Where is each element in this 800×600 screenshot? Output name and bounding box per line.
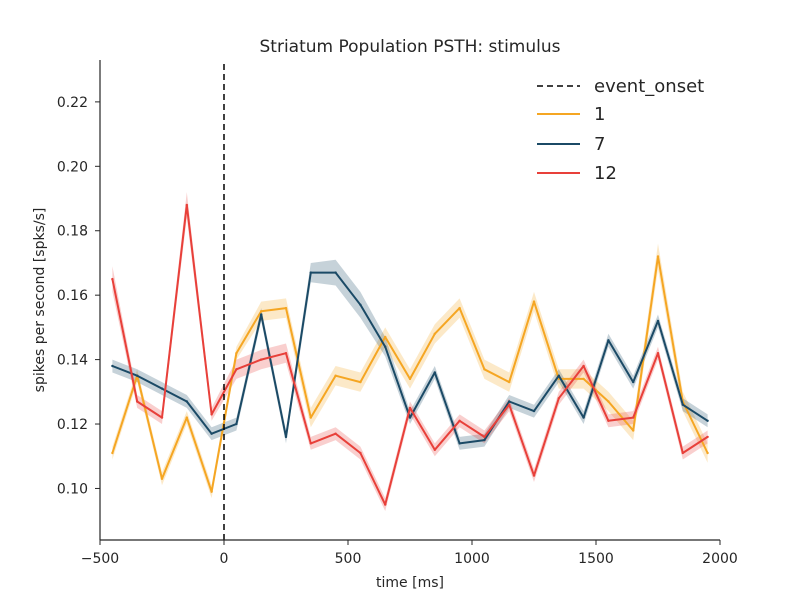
data-point-series-1	[632, 429, 635, 432]
data-point-series-1	[309, 416, 312, 419]
y-tick-label: 0.12	[57, 417, 88, 433]
data-point-series-12	[210, 413, 213, 416]
data-point-series-7	[111, 364, 114, 368]
data-point-series-12	[284, 352, 288, 355]
chart-title: Striatum Population PSTH: stimulus	[260, 37, 561, 57]
data-point-series-12	[334, 432, 337, 435]
data-point-series-12	[656, 352, 660, 355]
legend-label-series-1: 1	[594, 104, 605, 125]
data-point-series-7	[309, 271, 312, 274]
y-tick-label: 0.20	[57, 159, 88, 175]
data-point-series-12	[235, 368, 238, 371]
data-point-series-7	[681, 403, 684, 406]
data-point-series-7	[235, 422, 238, 426]
x-tick-label: 0	[220, 551, 229, 567]
legend: event_onset 1 7 12	[537, 76, 704, 184]
data-point-series-12	[632, 416, 635, 419]
data-point-series-1	[656, 255, 660, 258]
data-point-series-7	[136, 374, 139, 377]
data-point-series-12	[111, 277, 114, 281]
series-lines	[111, 203, 709, 506]
data-point-series-1	[260, 310, 263, 313]
data-point-series-1	[235, 352, 238, 355]
legend-label-series-7: 7	[594, 134, 605, 155]
data-point-series-7	[582, 416, 585, 419]
data-point-series-1	[458, 306, 461, 310]
data-point-series-7	[284, 435, 288, 439]
data-point-series-1	[334, 374, 337, 377]
data-point-series-12	[359, 451, 362, 455]
data-point-series-1	[185, 416, 188, 419]
data-point-series-12	[136, 400, 139, 403]
data-point-series-7	[160, 387, 164, 390]
data-point-series-12	[681, 451, 684, 455]
data-point-series-12	[458, 419, 461, 422]
data-point-series-12	[160, 416, 164, 419]
data-point-series-7	[532, 409, 536, 413]
x-axis-label: time [ms]	[376, 575, 444, 591]
x-tick-label: 1500	[578, 551, 614, 567]
data-point-series-7	[656, 319, 660, 323]
y-ticks: 0.10 0.12 0.14 0.16 0.18 0.20 0.22	[57, 95, 100, 497]
data-point-series-1	[607, 400, 610, 403]
data-point-series-1	[210, 490, 213, 493]
data-point-series-7	[210, 432, 213, 435]
data-point-series-7	[334, 271, 337, 274]
data-point-series-1	[408, 377, 412, 381]
data-point-series-7	[458, 442, 461, 445]
data-point-series-7	[706, 419, 709, 422]
y-tick-label: 0.18	[57, 224, 88, 240]
data-point-series-7	[408, 416, 412, 419]
data-point-series-12	[508, 403, 511, 406]
data-point-series-12	[433, 448, 436, 451]
legend-label-series-12: 12	[594, 163, 617, 184]
data-point-series-1	[706, 451, 709, 455]
data-point-series-7	[508, 400, 511, 403]
data-point-series-1	[508, 380, 511, 384]
data-point-series-1	[359, 380, 362, 384]
data-point-series-7	[433, 371, 436, 374]
legend-label-event-onset: event_onset	[594, 76, 704, 97]
data-point-series-1	[160, 477, 164, 480]
data-point-series-7	[632, 380, 635, 384]
data-point-series-12	[607, 419, 610, 422]
data-point-series-1	[483, 368, 486, 371]
data-point-series-7	[483, 438, 486, 442]
data-point-series-12	[309, 442, 312, 445]
data-point-series-12	[260, 358, 263, 361]
data-point-series-12	[185, 203, 188, 207]
y-tick-label: 0.14	[57, 353, 88, 369]
data-point-series-7	[557, 374, 560, 377]
data-point-series-7	[384, 345, 387, 348]
y-tick-label: 0.16	[57, 288, 88, 304]
x-tick-label: −500	[81, 551, 119, 567]
data-point-series-7	[359, 303, 362, 306]
data-point-series-1	[111, 451, 114, 455]
data-point-series-7	[260, 313, 263, 316]
data-point-series-12	[532, 474, 536, 477]
error-band-series-1	[112, 243, 708, 499]
data-point-series-12	[408, 406, 412, 410]
x-tick-label: 500	[335, 551, 362, 567]
y-tick-label: 0.22	[57, 95, 88, 111]
data-point-series-12	[384, 503, 387, 506]
data-point-series-12	[483, 435, 486, 439]
x-tick-label: 1000	[454, 551, 490, 567]
x-tick-label: 2000	[702, 551, 738, 567]
x-ticks: −500 0 500 1000 1500 2000	[81, 540, 738, 567]
data-point-series-1	[532, 300, 536, 303]
data-point-series-12	[706, 435, 709, 439]
data-point-series-1	[284, 306, 288, 310]
data-point-series-7	[185, 400, 188, 403]
data-point-series-1	[582, 377, 585, 381]
data-point-series-1	[384, 335, 387, 339]
data-point-series-12	[557, 397, 560, 400]
data-point-series-1	[433, 332, 436, 335]
y-tick-label: 0.10	[57, 481, 88, 497]
y-axis-label: spikes per second [spks/s]	[32, 208, 48, 393]
data-point-series-7	[607, 339, 610, 342]
data-point-series-12	[582, 364, 585, 368]
